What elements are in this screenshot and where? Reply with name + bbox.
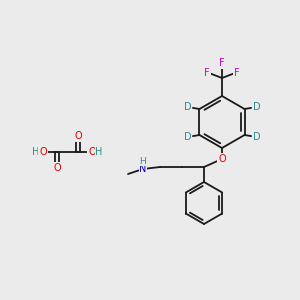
Text: O: O: [53, 163, 61, 173]
Text: H: H: [140, 157, 146, 166]
Text: D: D: [184, 102, 191, 112]
Text: F: F: [234, 68, 240, 78]
Text: O: O: [88, 147, 96, 157]
Text: N: N: [139, 164, 147, 174]
Text: O: O: [218, 154, 226, 164]
Text: F: F: [219, 58, 225, 68]
Text: D: D: [253, 132, 260, 142]
Text: D: D: [184, 132, 191, 142]
Text: O: O: [74, 131, 82, 141]
Text: H: H: [95, 147, 103, 157]
Text: H: H: [32, 147, 40, 157]
Text: F: F: [204, 68, 210, 78]
Text: D: D: [253, 102, 260, 112]
Text: O: O: [39, 147, 47, 157]
